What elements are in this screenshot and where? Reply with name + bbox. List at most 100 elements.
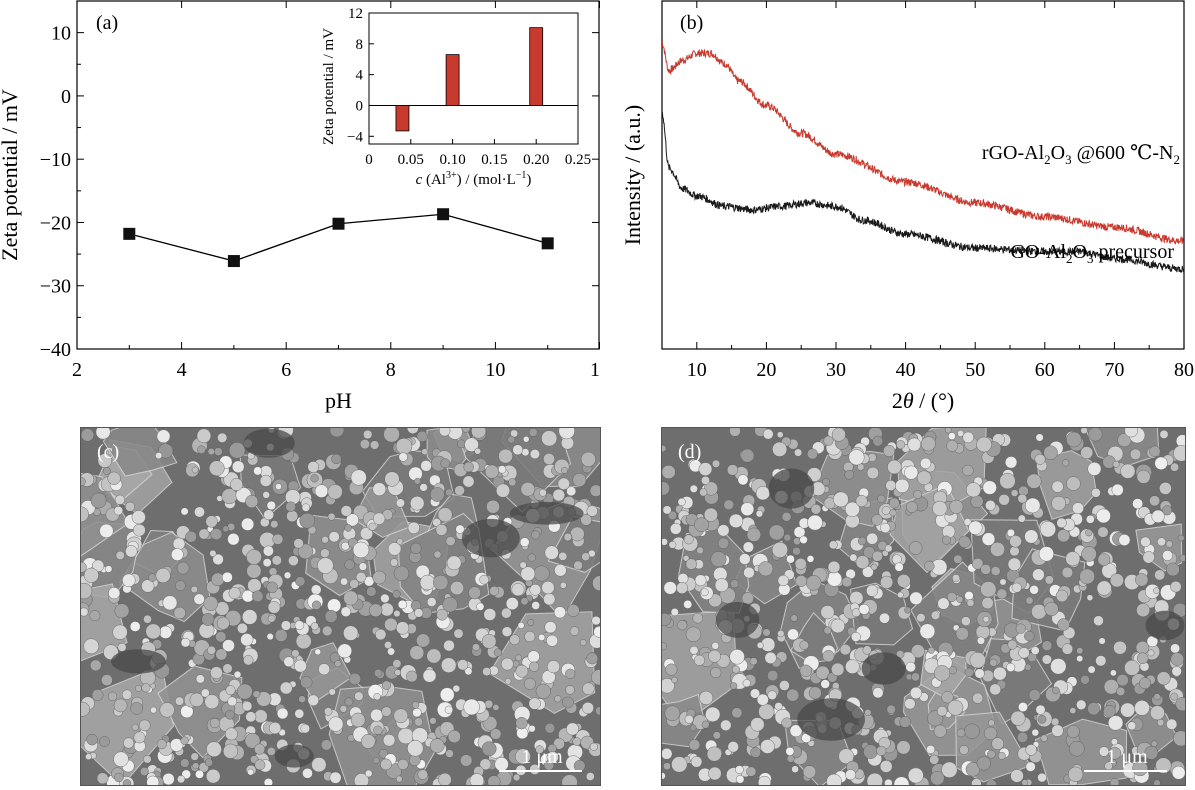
sem-particle-d: [1081, 546, 1097, 562]
sem-particle-d: [1173, 445, 1185, 462]
sem-particle-c: [327, 484, 343, 500]
sem-particle-c: [395, 438, 413, 455]
sem-particle-d: [1087, 665, 1096, 674]
sem-particle-c: [504, 678, 512, 685]
sem-particle-d: [1021, 779, 1029, 785]
sem-particle-c: [344, 697, 354, 707]
sem-particle-d: [808, 686, 822, 700]
sem-particle-c: [285, 501, 296, 512]
sem-particle-c: [553, 606, 566, 619]
sem-particle-d: [1170, 643, 1180, 654]
sem-particle-d: [991, 737, 1005, 751]
sem-particle-c: [490, 728, 502, 740]
sem-particle-d: [1157, 537, 1166, 547]
sem-particle-d: [1103, 679, 1120, 695]
sem-particle-c: [586, 505, 598, 517]
sem-particle-d: [911, 672, 920, 682]
sem-particle-d: [731, 665, 740, 674]
sem-particle-d: [879, 612, 890, 624]
sem-particle-d: [662, 505, 672, 515]
sem-particle-d: [705, 706, 721, 723]
sem-void-d: [861, 652, 906, 685]
sem-particle-d: [1142, 551, 1155, 564]
sem-particle-d: [728, 513, 744, 529]
sem-particle-c: [558, 551, 568, 561]
sem-particle-d: [976, 436, 992, 453]
sem-particle-c: [422, 668, 437, 683]
sem-particle-d: [772, 441, 788, 457]
sem-particle-d: [1112, 460, 1120, 468]
sem-particle-d: [968, 520, 983, 535]
sem-particle-d: [864, 709, 872, 717]
sem-particle-d: [1124, 659, 1140, 676]
sem-particle-c: [299, 512, 315, 529]
sem-particle-d: [710, 667, 722, 679]
sem-particle-c: [539, 488, 547, 497]
sem-particle-c: [559, 581, 567, 589]
sem-particle-c: [498, 465, 507, 474]
sem-particle-d: [793, 537, 801, 546]
sem-particle-d: [746, 766, 757, 777]
sem-particle-d: [962, 431, 974, 444]
x-axis-label-b: 2θ / (°): [892, 388, 954, 413]
sem-particle-d: [1017, 731, 1029, 743]
sem-particle-d: [692, 612, 704, 624]
sem-particle-d: [1166, 562, 1180, 577]
sem-void-d: [1145, 610, 1185, 641]
sem-particle-c: [460, 754, 473, 767]
sem-particle-d: [1031, 728, 1039, 737]
sem-particle-c: [92, 559, 105, 572]
sem-particle-d: [1093, 615, 1104, 626]
sem-particle-c: [484, 464, 499, 479]
sem-particle-c: [528, 428, 538, 437]
sem-particle-d: [756, 641, 764, 649]
sem-particle-c: [262, 545, 274, 557]
sem-particle-d: [1127, 721, 1137, 731]
sem-particle-c: [267, 614, 276, 623]
sem-particle-d: [1177, 534, 1185, 542]
sem-particle-d: [830, 618, 846, 634]
sem-particle-d: [742, 679, 751, 688]
sem-particle-c: [317, 557, 334, 574]
sem-particle-c: [381, 706, 392, 717]
sem-particle-c: [420, 460, 432, 472]
sem-particle-c: [387, 647, 395, 656]
sem-void-c: [274, 744, 314, 768]
sem-particle-d: [1116, 686, 1126, 696]
sem-particle-c: [173, 606, 186, 620]
sem-particle-c: [210, 528, 223, 541]
sem-particle-d: [1086, 594, 1094, 601]
sem-particle-c: [247, 578, 262, 593]
sem-particle-d: [746, 527, 762, 542]
sem-particle-d: [1135, 640, 1150, 655]
sem-particle-c: [280, 620, 292, 631]
sem-particle-c: [254, 759, 266, 771]
sem-particle-c: [221, 488, 238, 505]
sem-particle-c: [382, 734, 396, 747]
sem-particle-d: [737, 474, 749, 486]
sem-particle-d: [1052, 686, 1060, 695]
sem-particle-c: [311, 600, 322, 610]
sem-particle-c: [175, 580, 186, 591]
x-tick-label-b: 10: [687, 359, 707, 381]
sem-particle-c: [320, 739, 332, 751]
sem-particle-c: [194, 506, 205, 518]
sem-particle-d: [1091, 488, 1101, 498]
sem-particle-d: [670, 608, 679, 617]
y-axis-label-b: Intensity / (a.u.): [620, 105, 645, 246]
sem-particle-c: [158, 443, 174, 459]
sem-particle-d: [668, 541, 677, 549]
sem-particle-c: [251, 590, 264, 602]
sem-particle-c: [350, 712, 366, 728]
sem-particle-d: [831, 662, 845, 677]
sem-particle-d: [1153, 779, 1161, 785]
sem-particle-d: [1010, 489, 1019, 497]
sem-particle-d: [755, 510, 764, 518]
sem-particle-c: [375, 628, 387, 641]
sem-particle-c: [360, 527, 374, 541]
sem-particle-d: [1030, 646, 1040, 655]
sem-particle-c: [275, 483, 282, 490]
sem-particle-d: [891, 554, 902, 565]
sem-particle-d: [936, 705, 948, 717]
sem-particle-c: [384, 471, 400, 487]
